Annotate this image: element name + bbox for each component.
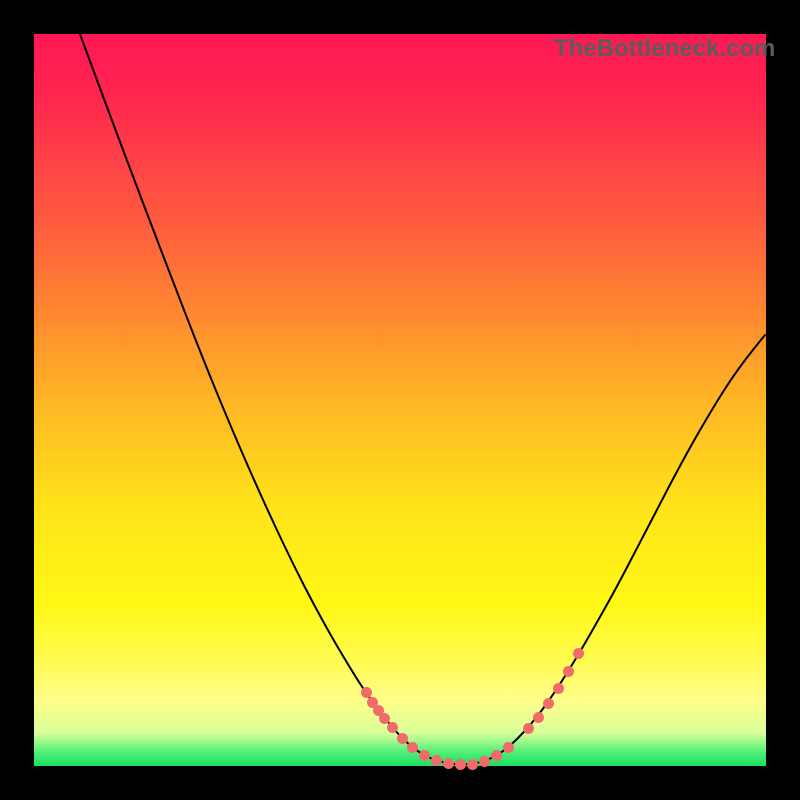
curve-marker bbox=[479, 756, 490, 767]
curve-markers bbox=[34, 34, 766, 766]
curve-marker bbox=[455, 759, 466, 770]
curve-marker bbox=[467, 759, 478, 770]
curve-marker bbox=[379, 713, 390, 724]
plot-area bbox=[34, 34, 766, 766]
watermark-text: TheBottleneck.com bbox=[554, 35, 775, 63]
curve-marker bbox=[563, 666, 574, 677]
curve-marker bbox=[387, 722, 398, 733]
chart-frame: TheBottleneck.com bbox=[0, 0, 800, 800]
curve-marker bbox=[573, 648, 584, 659]
curve-marker bbox=[443, 758, 454, 769]
curve-marker bbox=[407, 742, 418, 753]
curve-marker bbox=[553, 683, 564, 694]
curve-marker bbox=[543, 698, 554, 709]
curve-marker bbox=[419, 750, 430, 761]
curve-marker bbox=[397, 733, 408, 744]
curve-marker bbox=[431, 755, 442, 766]
curve-marker bbox=[361, 687, 372, 698]
curve-marker bbox=[523, 723, 534, 734]
curve-marker bbox=[503, 742, 514, 753]
curve-marker bbox=[533, 712, 544, 723]
curve-marker bbox=[491, 750, 502, 761]
